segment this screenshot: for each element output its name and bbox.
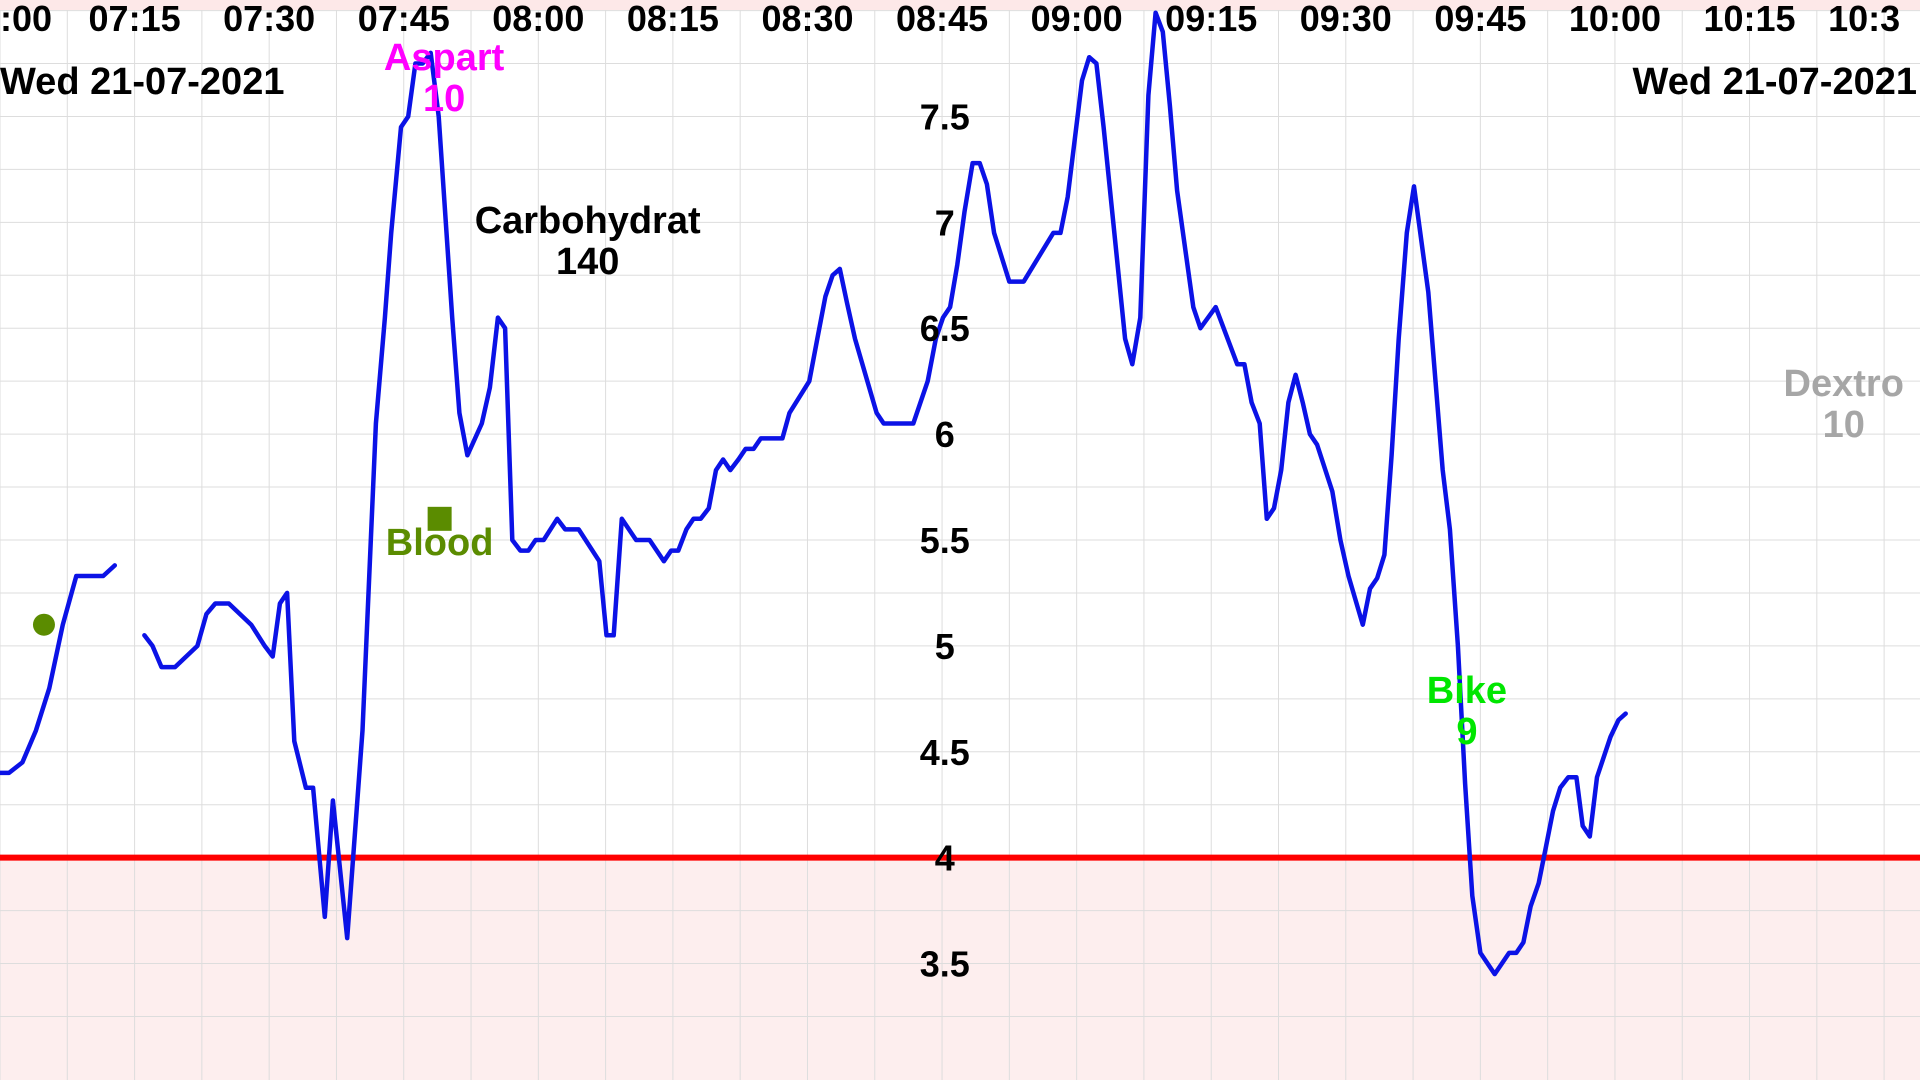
x-tick-label: 07:30 <box>223 0 315 39</box>
x-tick-label: :00 <box>0 0 52 39</box>
x-tick-label: 09:15 <box>1165 0 1257 39</box>
annotation-blood-label: Blood <box>386 522 494 564</box>
x-tick-label: 09:00 <box>1031 0 1123 39</box>
y-tick-label: 5.5 <box>920 520 970 561</box>
y-tick-label: 7 <box>935 202 955 243</box>
x-tick-label: 10:00 <box>1569 0 1661 39</box>
y-tick-label: 4.5 <box>920 732 970 773</box>
x-tick-label: 10:3 <box>1828 0 1900 39</box>
x-tick-label: 08:30 <box>761 0 853 39</box>
annotation-bike-value: 9 <box>1456 711 1477 753</box>
x-tick-label: 08:00 <box>492 0 584 39</box>
glucose-line-segment-1 <box>0 563 118 776</box>
low-range-region <box>0 857 1920 1080</box>
x-tick-label: 09:30 <box>1300 0 1392 39</box>
y-tick-label: 6.5 <box>920 308 970 349</box>
y-tick-label: 5 <box>935 626 955 667</box>
x-tick-label: 07:45 <box>358 0 450 39</box>
annotation-aspart-value: 10 <box>423 78 465 120</box>
y-tick-label: 4 <box>935 838 955 879</box>
annotation-dextro-value: 10 <box>1823 404 1865 446</box>
date-label-left: Wed 21-07-2021 <box>0 61 284 103</box>
top-band <box>0 0 1920 10</box>
annotation-dextro-label: Dextro <box>1784 363 1904 405</box>
annotation-aspart-label: Aspart <box>384 37 505 79</box>
date-label-right: Wed 21-07-2021 <box>1633 61 1917 103</box>
annotation-bike-label: Bike <box>1427 670 1507 712</box>
blood-reading-square <box>427 506 452 531</box>
y-tick-label: 6 <box>935 414 955 455</box>
x-tick-label: 09:45 <box>1434 0 1526 39</box>
x-tick-label: 08:45 <box>896 0 988 39</box>
x-tick-label: 07:15 <box>89 0 181 39</box>
blood-reading-dot <box>32 613 55 636</box>
annotation-carbohydrat-value: 140 <box>556 241 619 283</box>
annotation-carbohydrat-label: Carbohydrat <box>475 200 701 242</box>
y-tick-label: 7.5 <box>920 96 970 137</box>
y-tick-label: 3.5 <box>920 944 970 985</box>
glucose-line-segment-2 <box>142 10 1628 977</box>
x-tick-label: 08:15 <box>627 0 719 39</box>
x-tick-label: 10:15 <box>1703 0 1795 39</box>
